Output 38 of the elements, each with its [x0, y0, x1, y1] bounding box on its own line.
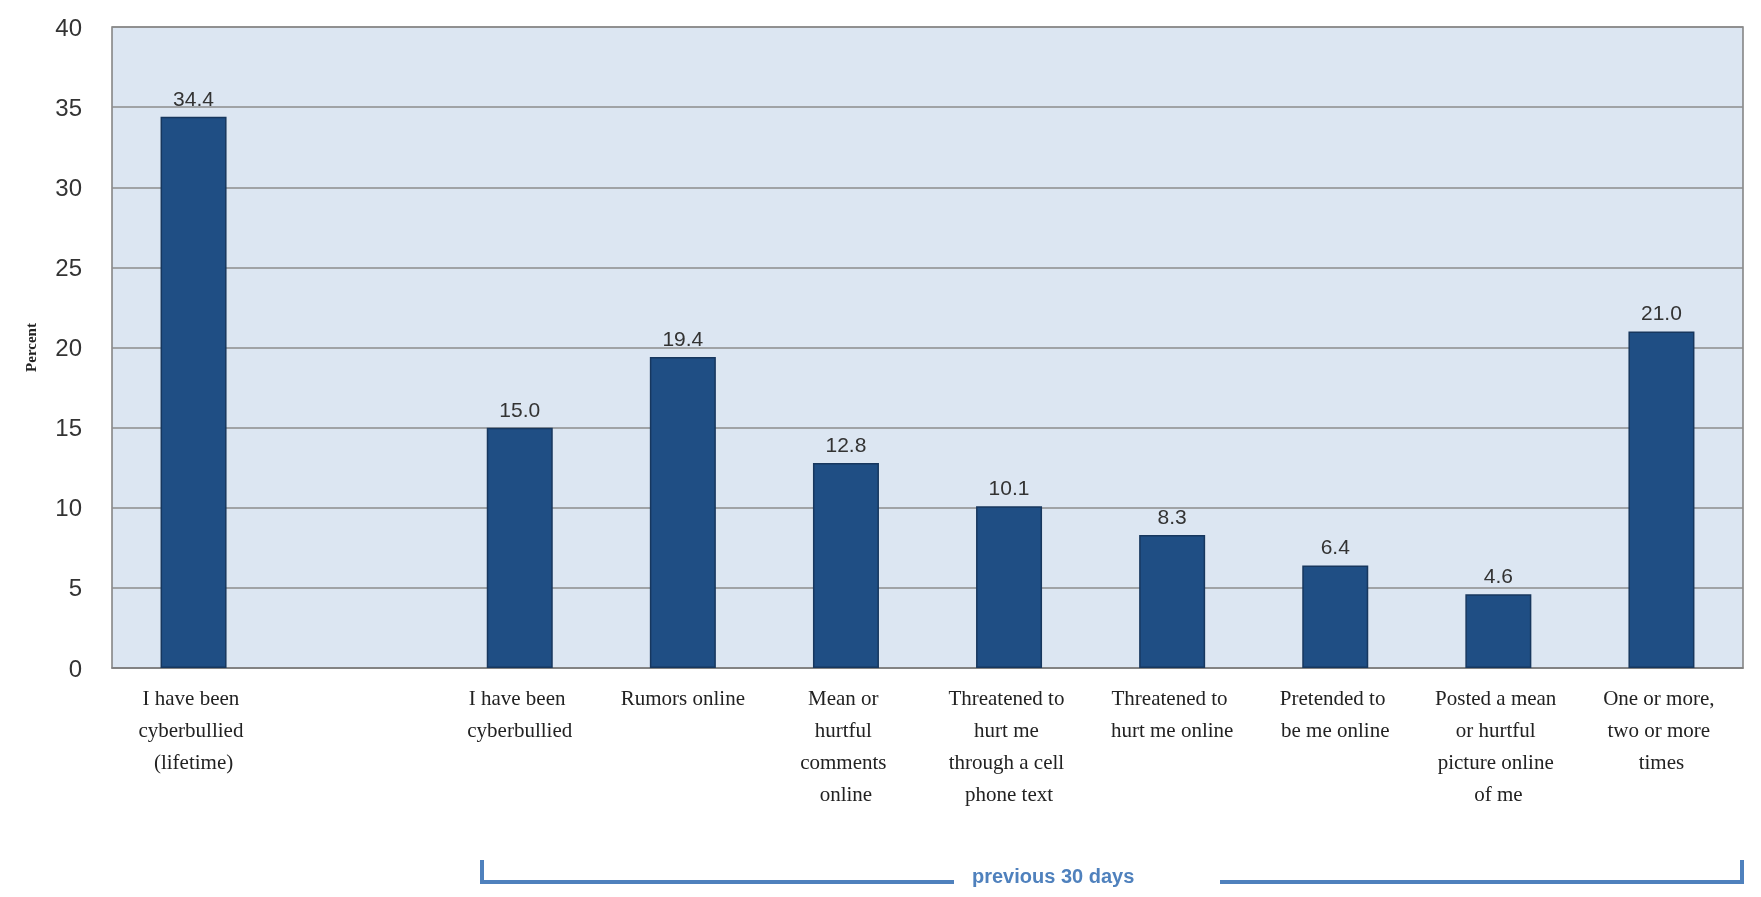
- data-label: 6.4: [1320, 535, 1351, 559]
- x-tick-label: Rumors online: [620, 686, 745, 710]
- data-label: 12.8: [825, 432, 867, 456]
- x-tick-label: Threatened to hurt me through a cell phone text: [948, 686, 1070, 806]
- bar: [1302, 565, 1369, 668]
- bar: [649, 357, 716, 668]
- bar: [1465, 594, 1532, 668]
- bar: [486, 427, 553, 668]
- x-tick-label: I have been cyberbullied: [467, 686, 573, 742]
- x-tick-label: Pretended to be me online: [1279, 686, 1391, 742]
- x-tick-label: One or more, two or more times: [1603, 686, 1720, 774]
- data-label: 21.0: [1641, 301, 1682, 325]
- data-label: 34.4: [173, 86, 215, 110]
- bar: [1139, 534, 1206, 668]
- bar: [812, 462, 879, 668]
- y-tick-label: 10: [55, 494, 82, 522]
- y-tick-label: 25: [55, 253, 82, 281]
- bar: [1628, 331, 1695, 668]
- text: previous 30 days: [972, 865, 1135, 887]
- y-tick-label: 0: [68, 654, 82, 682]
- x-tick-label: I have been cyberbullied (lifetime): [138, 686, 249, 774]
- y-tick-label: 35: [55, 93, 82, 121]
- y-axis-title: Percent: [22, 323, 39, 372]
- y-tick-label: 40: [55, 13, 82, 41]
- bar: [976, 506, 1043, 668]
- y-tick-label: 30: [55, 173, 82, 201]
- data-label: 4.6: [1483, 564, 1513, 588]
- data-label: 8.3: [1157, 504, 1187, 528]
- x-tick-label: Posted a mean or hurtful picture online of me: [1435, 686, 1562, 806]
- bar: [160, 116, 227, 668]
- y-tick-label: 20: [55, 334, 82, 361]
- data-label: 10.1: [988, 476, 1030, 500]
- data-label: 15.0: [499, 397, 541, 421]
- y-tick-label: 5: [68, 574, 82, 602]
- data-label: 19.4: [662, 327, 704, 351]
- y-tick-label: 15: [55, 414, 82, 442]
- x-tick-label: Threatened to hurt me online: [1110, 686, 1234, 742]
- x-tick-label: Mean or hurtful comments online: [800, 686, 892, 806]
